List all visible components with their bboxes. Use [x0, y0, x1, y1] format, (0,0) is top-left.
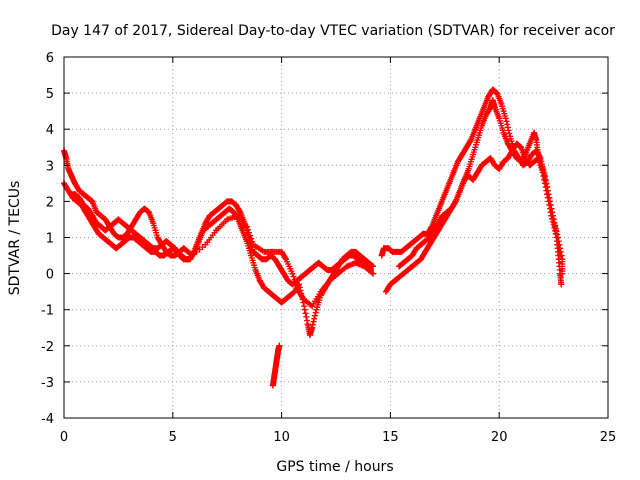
- y-tick-label: 0: [46, 268, 54, 283]
- x-tick-label: 20: [491, 430, 508, 445]
- x-tick-label: 5: [169, 430, 177, 445]
- data-points: [61, 86, 566, 389]
- y-tick-label: 5: [46, 87, 54, 102]
- x-tick-label: 15: [382, 430, 399, 445]
- series-marker-trail: [61, 180, 376, 338]
- y-tick-label: -3: [41, 376, 54, 391]
- y-tick-label: -1: [41, 304, 54, 319]
- series-dip-near-10h: [269, 342, 283, 389]
- y-tick-label: -4: [41, 412, 54, 427]
- y-tick-label: 6: [46, 51, 54, 66]
- y-tick-label: 2: [46, 195, 54, 210]
- y-tick-labels: -4 -3 -2 -1 0 1 2 3 4 5 6: [41, 51, 54, 427]
- x-tick-label: 0: [60, 430, 68, 445]
- series-marker-trail: [396, 140, 564, 270]
- chart-title: Day 147 of 2017, Sidereal Day-to-day VTE…: [51, 23, 615, 39]
- y-tick-label: 1: [46, 232, 54, 247]
- grid-lines: [64, 57, 608, 418]
- series-track-b: [61, 180, 376, 338]
- x-tick-label: 10: [273, 430, 290, 445]
- series-marker-trail: [269, 342, 283, 389]
- x-tick-labels: 0 5 10 15 20 25: [60, 430, 616, 445]
- x-tick-label: 25: [600, 430, 617, 445]
- y-tick-label: -2: [41, 340, 54, 355]
- y-tick-label: 3: [46, 159, 54, 174]
- y-tick-label: 4: [46, 123, 54, 138]
- x-axis-label: GPS time / hours: [276, 459, 393, 475]
- axis-ticks: [63, 56, 609, 419]
- series-track-c: [67, 191, 376, 310]
- series-marker-trail: [67, 191, 376, 310]
- y-axis-label: SDTVAR / TECUs: [7, 181, 23, 296]
- series-track-f: [396, 140, 564, 270]
